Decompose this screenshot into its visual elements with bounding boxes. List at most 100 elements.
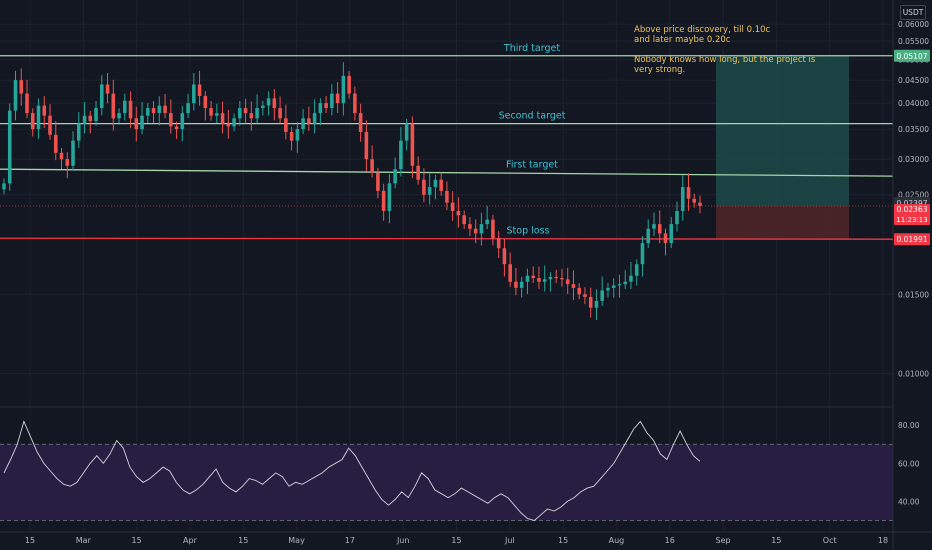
candle-body — [36, 105, 41, 130]
candle-body — [698, 202, 702, 206]
candle-body — [341, 75, 346, 104]
candle-body — [2, 183, 6, 190]
x-tick-label: 16 — [665, 536, 675, 545]
candle-body — [675, 210, 679, 225]
candle-body — [456, 210, 461, 216]
candle-body — [42, 105, 47, 116]
x-tick-label: 18 — [878, 536, 888, 545]
candle-body — [272, 98, 277, 109]
annotation-line-2: and later maybe 0.20c — [634, 35, 731, 45]
candle-body — [381, 190, 386, 211]
x-tick-label: 15 — [25, 536, 35, 545]
candle-body — [243, 108, 248, 114]
rsi-band — [0, 444, 893, 521]
candle-body — [266, 98, 271, 106]
candle-body — [249, 113, 254, 119]
candle-body — [439, 179, 443, 191]
candle-body — [330, 93, 334, 109]
candle-body — [284, 118, 288, 132]
candle-body — [364, 131, 369, 160]
candle-body — [387, 183, 392, 211]
x-tick-label: 15 — [451, 536, 461, 545]
candle-body — [560, 278, 564, 280]
candle-body — [192, 84, 196, 104]
candle-body — [680, 187, 685, 211]
candle-body — [606, 287, 610, 291]
candle-body — [548, 276, 553, 280]
candle-body — [640, 243, 645, 265]
candle-body — [692, 198, 697, 203]
candle-body — [571, 284, 576, 288]
x-tick-label: Aug — [609, 536, 625, 545]
price-tag-bg — [894, 233, 930, 246]
x-tick-label: Apr — [183, 536, 198, 545]
y-tick-label: 0.06000 — [898, 20, 929, 29]
x-tick-label: Sep — [716, 536, 731, 545]
candle-body — [307, 118, 311, 124]
annotation-line-3: Nobody knows how long, but the project i… — [634, 55, 816, 75]
rsi-tick-label: 60.00 — [898, 459, 920, 468]
x-tick-label: 15 — [132, 536, 142, 545]
y-tick-label: 0.01500 — [898, 290, 929, 299]
candle-body — [468, 224, 472, 229]
candle-body — [318, 103, 323, 114]
candle-body — [180, 113, 185, 130]
candle-body — [485, 219, 489, 225]
annotation-note[interactable]: Above price discovery, till 0.10c and la… — [634, 25, 824, 85]
candle-body — [393, 169, 397, 184]
candle-body — [542, 279, 547, 282]
candle-body — [427, 187, 432, 195]
candle-body — [491, 219, 495, 239]
candle-body — [623, 281, 628, 285]
y-tick-label: 0.03000 — [898, 155, 929, 164]
candle-body — [123, 100, 127, 114]
candles — [0, 62, 893, 321]
current-tag-bg — [894, 203, 930, 225]
x-tick-label: Oct — [823, 536, 837, 545]
y-tick-label: 0.02500 — [898, 191, 929, 200]
candle-body — [594, 300, 599, 308]
line-label: Second target — [499, 111, 566, 122]
candle-body — [410, 123, 415, 166]
x-tick-label: Jul — [504, 536, 515, 545]
currency-badge[interactable]: USDT — [900, 5, 926, 20]
price-tag-bg — [894, 49, 930, 62]
candle-body — [502, 248, 507, 265]
y-tick-label: 0.05500 — [898, 37, 929, 46]
profit-zone — [716, 55, 849, 206]
candle-body — [669, 224, 674, 244]
candle-body — [583, 294, 587, 297]
candle-body — [53, 134, 58, 153]
candle-body — [353, 93, 357, 114]
x-tick-label: 17 — [345, 536, 355, 545]
line-label: Third target — [503, 43, 560, 54]
candle-body — [600, 290, 604, 301]
candle-body — [232, 118, 236, 127]
candle-body — [531, 275, 535, 279]
upper-tag-label: 0.02397 — [896, 199, 927, 208]
candle-body — [554, 276, 558, 279]
candle-body — [479, 224, 484, 234]
candle-body — [634, 264, 639, 276]
candle-body — [537, 278, 541, 282]
target-lines[interactable]: Third target Second target First target Sto… — [0, 43, 894, 240]
candle-body — [312, 113, 317, 124]
candle-body — [404, 123, 409, 141]
candle-body — [399, 140, 403, 170]
candle-body — [88, 115, 93, 121]
candle-body — [71, 140, 75, 166]
countdown-label: 11:23:13 — [896, 216, 927, 224]
candle-body — [445, 190, 449, 203]
candle-body — [30, 113, 35, 130]
candle-body — [215, 113, 219, 116]
candle-body — [376, 172, 380, 191]
candle-body — [100, 84, 104, 109]
candle-body — [197, 84, 202, 96]
candle-body — [209, 108, 213, 116]
line-label: Stop loss — [507, 226, 550, 237]
candle-body — [289, 131, 294, 141]
candle-body — [588, 296, 593, 308]
candle-body — [629, 275, 633, 282]
candle-body — [565, 279, 570, 285]
